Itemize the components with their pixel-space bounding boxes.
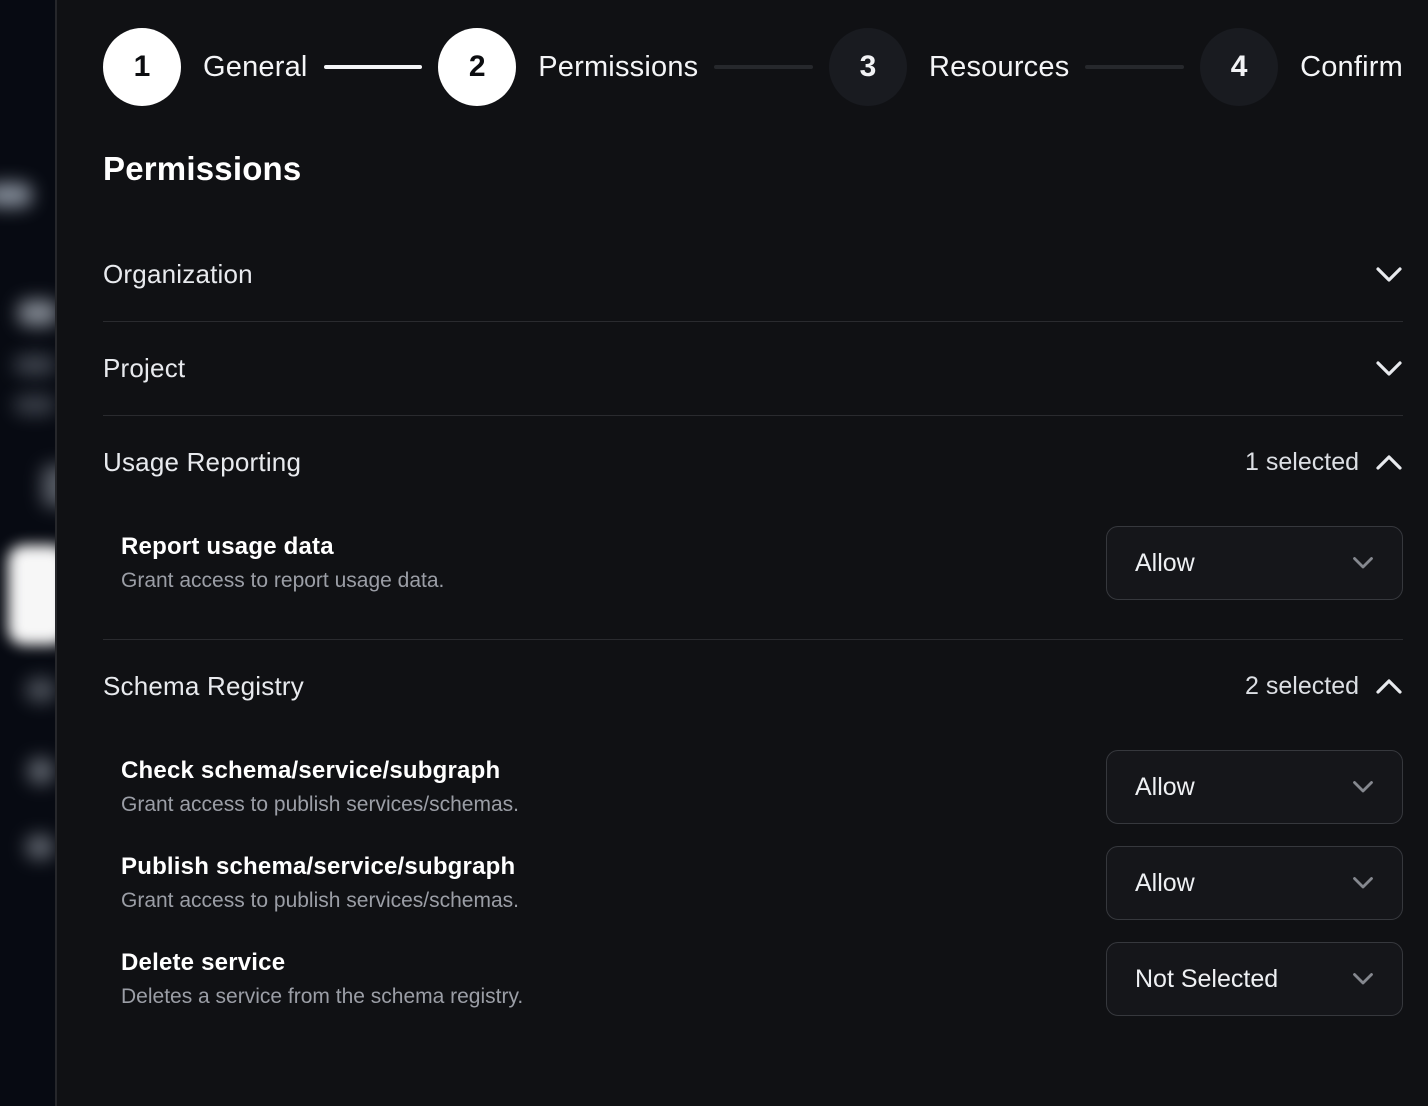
section-title: Organization xyxy=(103,259,253,289)
publish-schema-select[interactable]: Allow xyxy=(1106,846,1403,920)
permission-title: Publish schema/service/subgraph xyxy=(121,853,516,880)
step-number-badge: 2 xyxy=(438,28,517,106)
blurred-content xyxy=(0,183,32,207)
step-permissions[interactable]: 2 Permissions xyxy=(438,28,698,106)
permission-title: Report usage data xyxy=(121,533,334,560)
step-connector xyxy=(1085,65,1185,69)
wizard-stepper: 1 General 2 Permissions 3 Resources 4 Co… xyxy=(103,28,1403,106)
step-resources[interactable]: 3 Resources xyxy=(829,28,1069,106)
divider xyxy=(103,639,1403,640)
permission-title: Check schema/service/subgraph xyxy=(121,757,501,784)
section-title: Usage Reporting xyxy=(103,447,302,477)
permission-description: Grant access to report usage data. xyxy=(121,569,445,592)
permission-title: Delete service xyxy=(121,949,286,976)
background-page-blur xyxy=(0,0,55,1106)
permission-row-check-schema: Check schema/service/subgraph Grant acce… xyxy=(121,739,1403,835)
chevron-down-icon xyxy=(1375,360,1403,377)
chevron-down-icon xyxy=(1375,266,1403,283)
step-number-badge: 3 xyxy=(829,28,907,106)
select-value: Allow xyxy=(1135,868,1195,897)
chevron-down-icon xyxy=(1352,876,1374,890)
page-title: Permissions xyxy=(103,150,302,187)
selected-count-badge: 1 selected xyxy=(1245,448,1359,476)
permission-description: Grant access to publish services/schemas… xyxy=(121,793,519,816)
check-schema-select[interactable]: Allow xyxy=(1106,750,1403,824)
step-confirm[interactable]: 4 Confirm xyxy=(1200,28,1403,106)
divider xyxy=(103,415,1403,416)
permission-row-publish-schema: Publish schema/service/subgraph Grant ac… xyxy=(121,835,1403,931)
blurred-button xyxy=(8,545,55,645)
chevron-up-icon xyxy=(1375,678,1403,695)
blurred-content xyxy=(26,678,55,702)
step-number-badge: 4 xyxy=(1200,28,1279,106)
select-value: Allow xyxy=(1135,772,1195,801)
section-header-schema-registry[interactable]: Schema Registry 2 selected xyxy=(103,640,1403,733)
permission-description: Deletes a service from the schema regist… xyxy=(121,985,524,1008)
chevron-down-icon xyxy=(1352,556,1374,570)
access-token-wizard-panel: 1 General 2 Permissions 3 Resources 4 Co… xyxy=(55,0,1428,1106)
permission-sections: Organization Project Usage Reporting 1 s… xyxy=(103,228,1403,1055)
permission-description: Grant access to publish services/schemas… xyxy=(121,889,519,912)
section-title: Schema Registry xyxy=(103,671,304,701)
section-header-project[interactable]: Project xyxy=(103,322,1403,415)
delete-service-select[interactable]: Not Selected xyxy=(1106,942,1403,1016)
section-header-usage-reporting[interactable]: Usage Reporting 1 selected xyxy=(103,416,1403,509)
blurred-content xyxy=(14,355,55,375)
chevron-down-icon xyxy=(1352,972,1374,986)
blurred-content xyxy=(26,835,54,859)
blurred-content xyxy=(14,395,55,415)
selected-count-badge: 2 selected xyxy=(1245,672,1359,700)
chevron-up-icon xyxy=(1375,454,1403,471)
blurred-content xyxy=(42,465,55,507)
step-number-badge: 1 xyxy=(103,28,181,106)
select-value: Allow xyxy=(1135,548,1195,577)
permission-row-delete-service: Delete service Deletes a service from th… xyxy=(121,931,1403,1027)
blurred-content xyxy=(18,300,55,326)
schema-registry-items: Check schema/service/subgraph Grant acce… xyxy=(103,733,1403,1055)
chevron-down-icon xyxy=(1352,780,1374,794)
select-value: Not Selected xyxy=(1135,964,1279,993)
step-connector xyxy=(323,65,423,69)
step-label: Permissions xyxy=(538,50,699,83)
usage-reporting-items: Report usage data Grant access to report… xyxy=(103,509,1403,639)
step-label: General xyxy=(203,50,308,83)
report-usage-data-select[interactable]: Allow xyxy=(1106,526,1403,600)
section-title: Project xyxy=(103,353,186,383)
step-connector xyxy=(714,65,813,69)
step-label: Confirm xyxy=(1300,50,1403,83)
permission-row-report-usage-data: Report usage data Grant access to report… xyxy=(121,515,1403,611)
blurred-content xyxy=(28,758,54,784)
section-header-organization[interactable]: Organization xyxy=(103,228,1403,321)
step-general[interactable]: 1 General xyxy=(103,28,308,106)
divider xyxy=(103,321,1403,322)
step-label: Resources xyxy=(929,50,1070,83)
